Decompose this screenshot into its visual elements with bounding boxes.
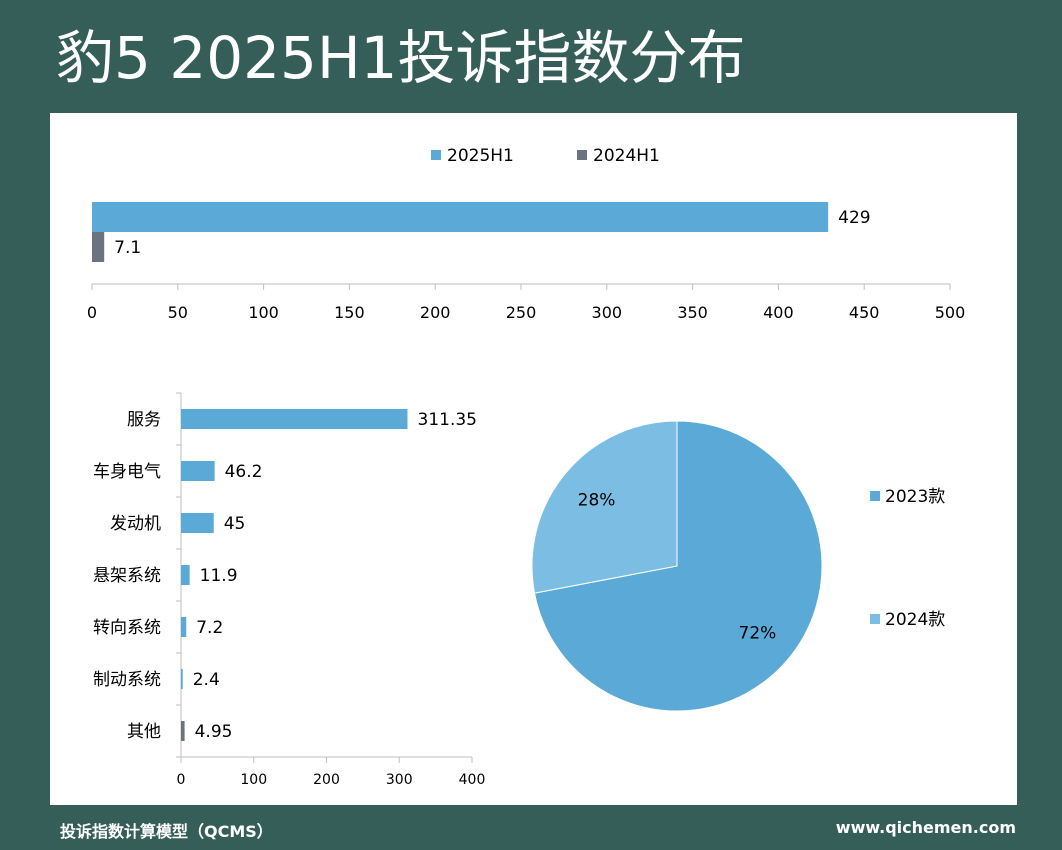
overall-x-tick-label: 300 [592, 303, 623, 322]
category-x-tick-label: 0 [177, 772, 186, 788]
legend-swatch-2025H1 [431, 150, 441, 160]
category-label: 服务 [127, 410, 161, 430]
category-label: 制动系统 [93, 670, 161, 690]
pie-legend-label-2023款: 2023款 [885, 487, 945, 507]
overall-x-tick-label: 450 [849, 303, 880, 322]
charts-canvas: 2025H1 2024H1 429 7.1 0 50 100 150 200 250 300 350 4… [87, 146, 966, 788]
overall-x-tick-label: 150 [334, 303, 365, 322]
category-value-label: 2.4 [193, 670, 220, 690]
pie-label-2024款: 28% [578, 490, 616, 510]
footer-model-label: 投诉指数计算模型（QCMS） [60, 822, 273, 841]
overall-label-2024H1: 7.1 [114, 238, 141, 258]
legend-swatch-2024H1 [577, 150, 587, 160]
category-bar [181, 721, 185, 741]
pie-legend-label-2024款: 2024款 [885, 610, 945, 630]
overall-bar-2024H1 [92, 232, 105, 262]
category-label: 转向系统 [93, 618, 161, 638]
pie-label-2023款: 72% [739, 624, 777, 644]
category-bar [181, 461, 215, 481]
overall-x-tick-label: 350 [677, 303, 708, 322]
category-x-tick-label: 300 [386, 772, 413, 788]
page-title: 豹5 2025H1投诉指数分布 [56, 24, 746, 92]
overall-x-tick-label: 250 [506, 303, 537, 322]
category-label: 发动机 [110, 514, 161, 534]
pie-legend-swatch-2023款 [870, 491, 880, 501]
footer-website: www.qichemen.com [835, 818, 1016, 837]
pie-slice-2023款 [533, 420, 823, 712]
category-value-label: 45 [224, 514, 246, 534]
category-value-label: 311.35 [418, 410, 477, 430]
overall-x-tick-label: 200 [420, 303, 451, 322]
category-value-label: 4.95 [195, 722, 233, 742]
category-label: 悬架系统 [93, 566, 161, 586]
category-x-tick-label: 100 [240, 772, 267, 788]
category-value-label: 46.2 [225, 462, 263, 482]
legend-label-2024H1: 2024H1 [593, 146, 660, 166]
category-label: 其他 [127, 722, 161, 742]
pie-slice-2024款 [531, 420, 678, 594]
overall-x-tick-label: 0 [87, 303, 97, 322]
category-bar [181, 409, 408, 429]
overall-bar-2025H1 [92, 202, 829, 232]
overall-x-tick-label: 400 [763, 303, 794, 322]
chart-panel: 2025H1 2024H1 429 7.1 0 50 100 150 200 250 300 350 4… [50, 113, 1017, 805]
category-bar [181, 617, 187, 637]
category-x-tick-label: 400 [459, 772, 486, 788]
category-x-tick-label: 200 [313, 772, 340, 788]
category-bar [181, 565, 190, 585]
legend-label-2025H1: 2025H1 [447, 146, 514, 166]
category-value-label: 7.2 [196, 618, 223, 638]
overall-x-tick-label: 500 [935, 303, 966, 322]
category-bar [181, 669, 183, 689]
category-bar [181, 513, 214, 533]
pie-legend-swatch-2024款 [870, 614, 880, 624]
overall-x-tick-label: 100 [248, 303, 279, 322]
overall-x-tick-label: 50 [168, 303, 188, 322]
category-label: 车身电气 [93, 462, 161, 482]
overall-label-2025H1: 429 [838, 208, 870, 228]
category-value-label: 11.9 [200, 566, 238, 586]
